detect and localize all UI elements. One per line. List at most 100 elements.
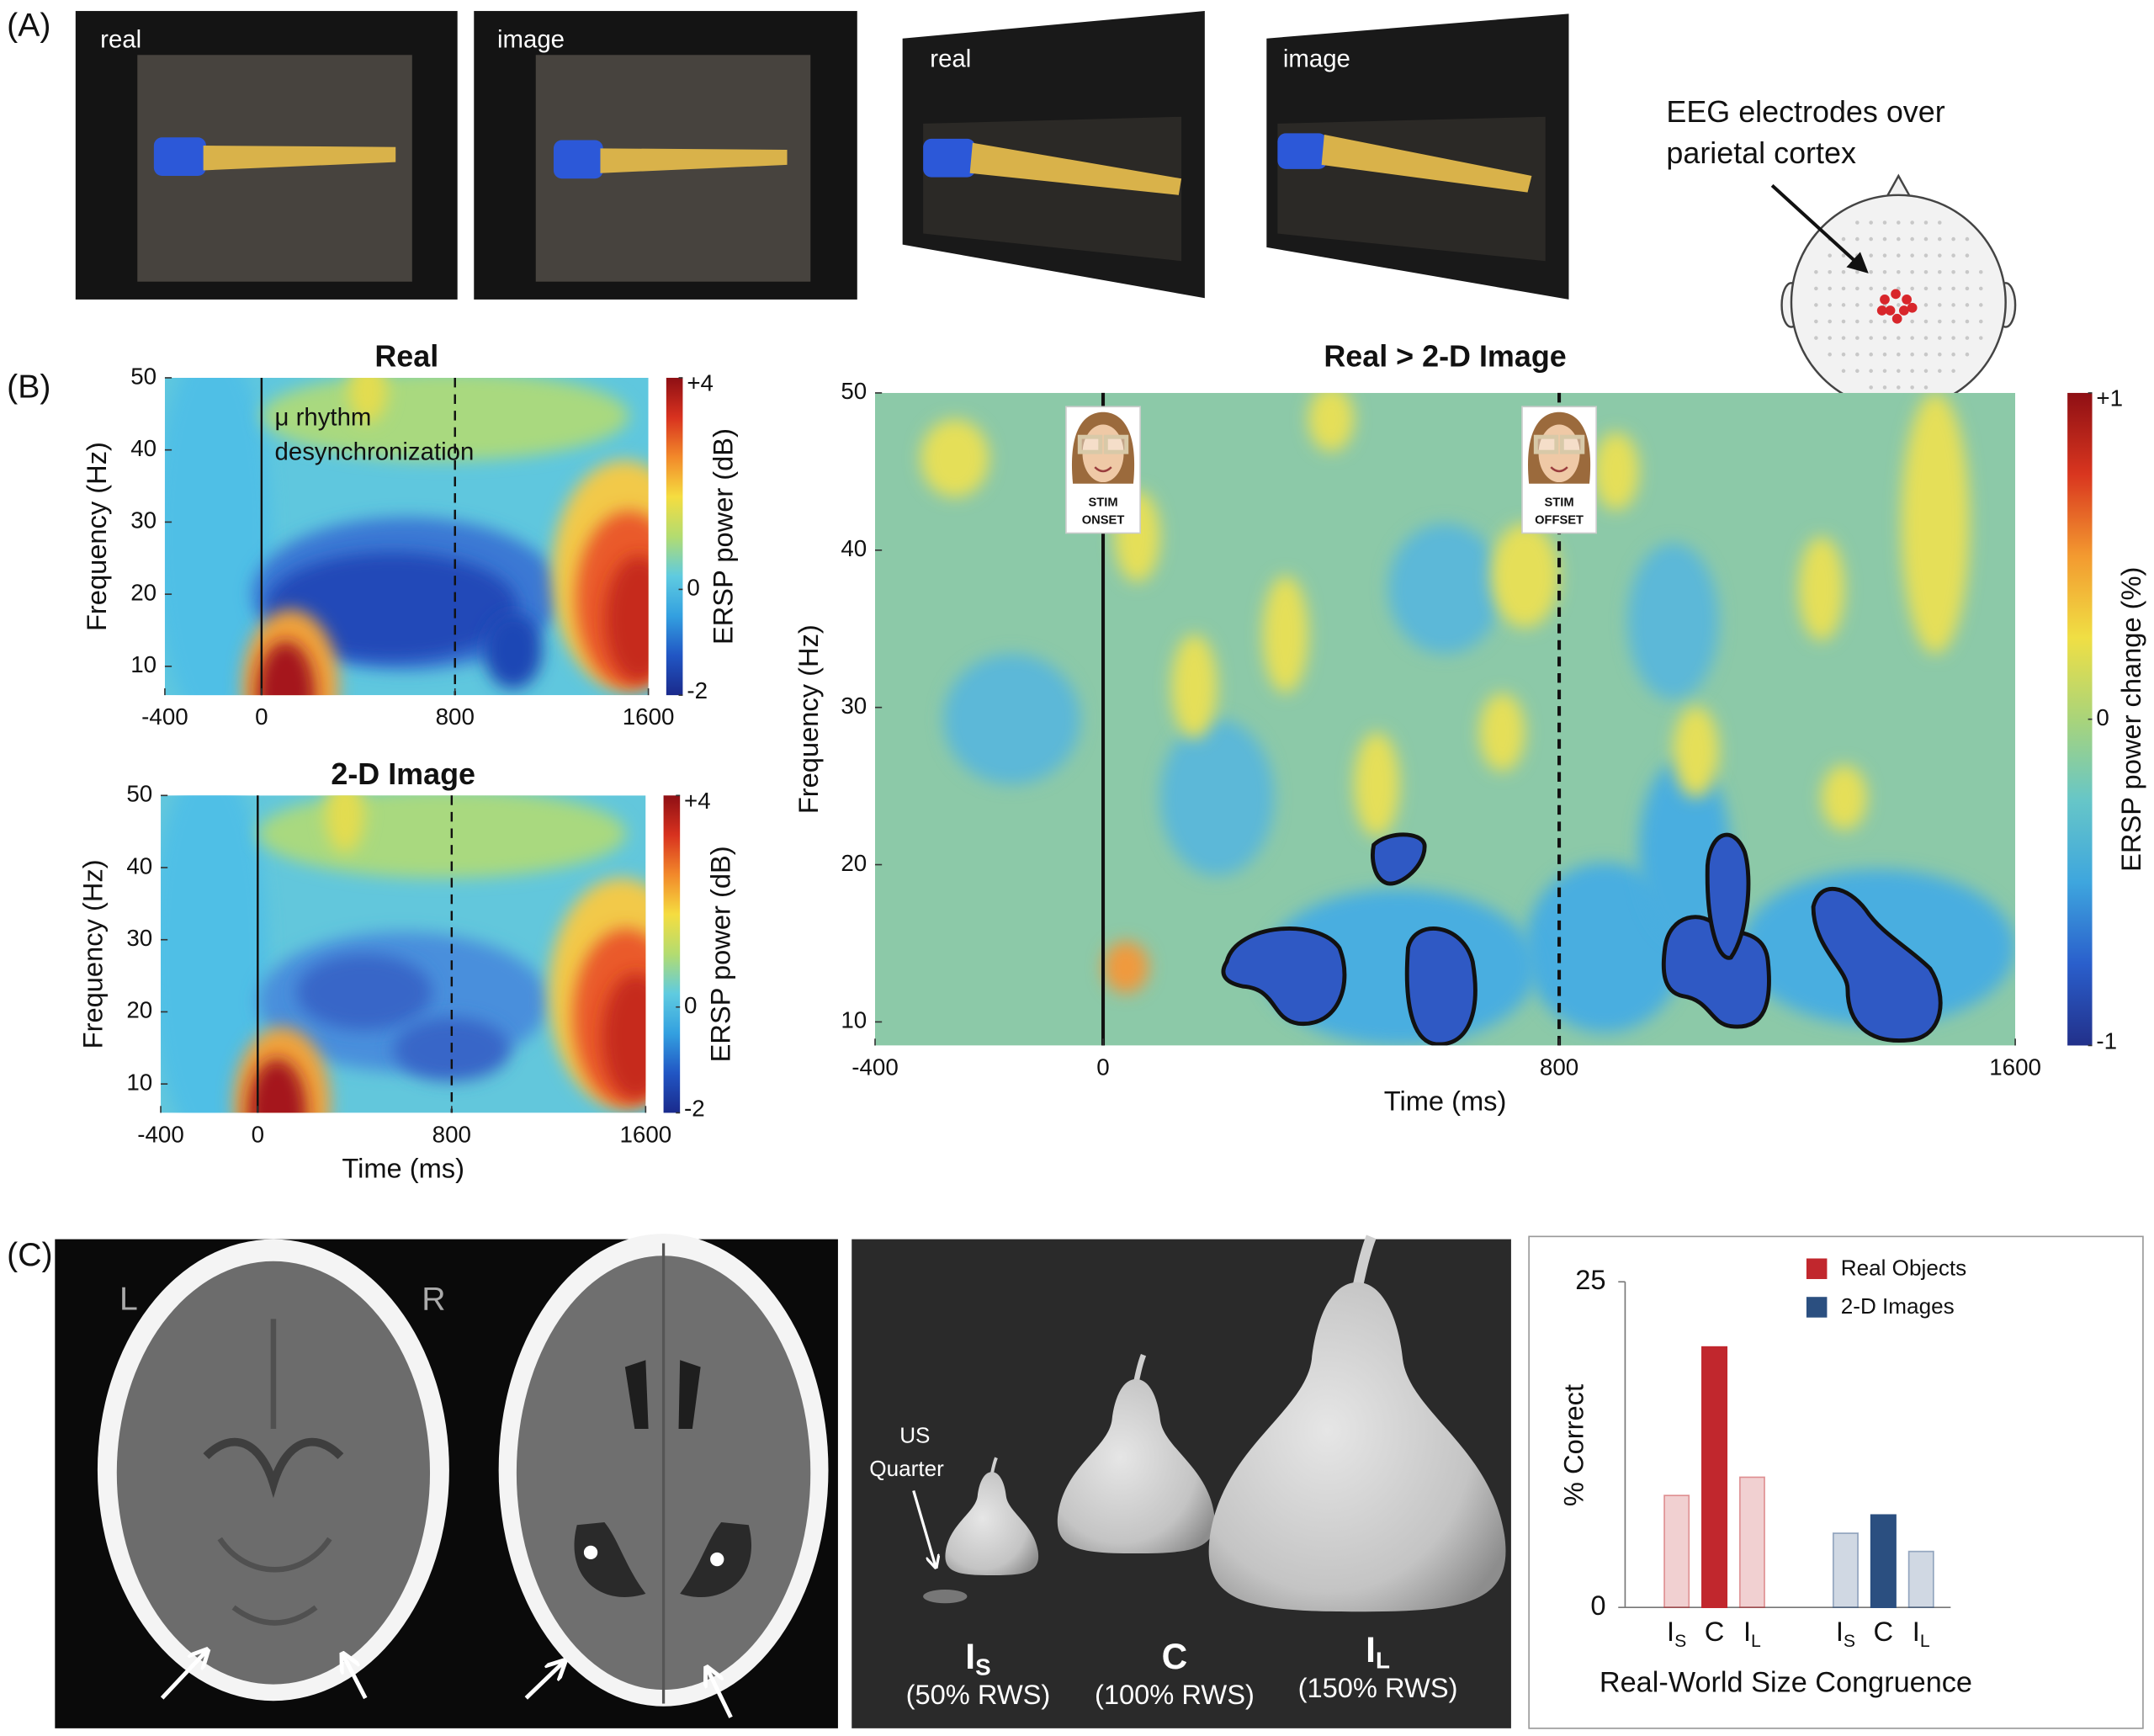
electrode-dot (1869, 369, 1873, 374)
colorbar-label: ERSP power (dB) (704, 846, 735, 1062)
x-tick-label: 0 (1096, 1054, 1109, 1080)
colorbar-tick-label: +1 (2096, 385, 2123, 411)
significant-cluster (1811, 886, 1943, 1043)
photo-label: real (100, 26, 141, 54)
x-tick-label: IL (1743, 1616, 1761, 1651)
heatmap-blob (602, 973, 646, 1101)
x-tick-label-sub: S (1674, 1632, 1686, 1651)
y-axis-label: Frequency (Hz) (81, 442, 112, 631)
electrode-dot (1923, 236, 1929, 242)
x-tick-label-main: I (1743, 1616, 1751, 1647)
y-tick-label: 20 (841, 850, 867, 876)
electrode-dot (1841, 286, 1846, 291)
mouth (1550, 466, 1568, 473)
stimulus-label: OFFSET (1535, 514, 1584, 528)
side-label: R (422, 1281, 445, 1317)
y-tick-label: 50 (126, 781, 152, 807)
bar (1870, 1514, 1897, 1609)
electrode-dot (1951, 286, 1955, 291)
electrode-dot (1882, 220, 1887, 225)
electrode-dot (1841, 336, 1846, 340)
electrode (1876, 305, 1887, 316)
electrode-dot (1938, 369, 1942, 374)
electrode-dot (1910, 352, 1914, 357)
x-tick-label: -400 (137, 1122, 184, 1148)
electrode-dot (1855, 286, 1860, 291)
photo-label: real (930, 45, 971, 73)
electrode-dot (1882, 385, 1887, 390)
x-tick-label: -400 (852, 1054, 899, 1080)
electrode-dot (1910, 369, 1914, 374)
photo-label: image (1283, 45, 1350, 73)
electrode-dot (1855, 220, 1860, 225)
y-tick-label: 20 (130, 579, 157, 605)
electrode-dot (1965, 352, 1970, 357)
electrode-dot (1965, 319, 1970, 324)
electrode-dot (1978, 269, 1983, 274)
colorbar-tick-label: 0 (687, 575, 699, 601)
heatmap-blob (1490, 523, 1560, 629)
electrode-dot (1882, 369, 1887, 374)
size-label-sub: L (1376, 1648, 1390, 1674)
y-tick-label: 10 (126, 1069, 152, 1095)
bar (1832, 1532, 1859, 1609)
photo (474, 11, 857, 300)
photo-label: image (497, 26, 565, 54)
chart-frame (1528, 1235, 2144, 1729)
heatmap-blob (247, 1059, 306, 1113)
x-tick-label-main: C (1874, 1616, 1894, 1647)
x-tick-label-main: I (1667, 1616, 1674, 1647)
electrode-dot (1841, 369, 1846, 374)
electrode-note: parietal cortex (1666, 135, 1856, 170)
y-tick-label: 20 (126, 997, 152, 1023)
x-tick-label: 1600 (623, 703, 675, 730)
heatmap (161, 795, 646, 1113)
electrode-dot (1855, 352, 1860, 357)
colorbar-label: ERSP power (dB) (708, 428, 739, 645)
electrode-dot (1938, 269, 1942, 274)
electrode-dot (1897, 352, 1901, 357)
electrode-dot (1897, 369, 1901, 374)
electrode-dot (1951, 369, 1955, 374)
heatmap-blob (484, 613, 543, 689)
significant-cluster (1221, 926, 1347, 1026)
electrode-dot (1910, 253, 1914, 257)
panel-label: (A) (7, 8, 50, 44)
electrode-dot (1828, 269, 1832, 274)
electrode-dot (1910, 385, 1914, 390)
side-label: L (119, 1281, 138, 1317)
legend-swatch (1806, 1258, 1828, 1279)
electrode-dot (1938, 336, 1942, 340)
electrode-dot (1855, 369, 1860, 374)
electrode-dot (1841, 352, 1846, 357)
bar (1738, 1476, 1765, 1609)
size-label-main: I (965, 1637, 975, 1676)
y-tick-label: 10 (841, 1007, 867, 1033)
legend-label: 2-D Images (1841, 1293, 1955, 1319)
heatmap-blob (1901, 392, 1970, 655)
heatmap-blob (1798, 536, 1844, 641)
x-tick-label-main: C (1705, 1616, 1725, 1647)
electrode-dot (1938, 352, 1942, 357)
electrode-dot (1855, 253, 1860, 257)
legend-swatch (1806, 1297, 1828, 1318)
electrode-dot (1882, 269, 1887, 274)
colorbar-label: ERSP power change (%) (2115, 567, 2146, 872)
electrode-dot (1923, 369, 1929, 374)
y-tick-label: 10 (130, 651, 157, 677)
electrode-dot (1841, 253, 1846, 257)
heatmap-blob (1171, 634, 1218, 739)
size-caption: (100% RWS) (1095, 1679, 1255, 1710)
heatmap-blob (164, 377, 272, 696)
y-tick-label: 0 (1590, 1590, 1605, 1621)
x-tick-label-sub: L (1920, 1632, 1930, 1651)
electrode-dot (1965, 286, 1970, 291)
size-label-sub: S (975, 1654, 991, 1680)
heatmap-blob (348, 377, 388, 422)
electrode-dot (1978, 336, 1983, 340)
pear (1057, 1378, 1215, 1554)
electrode-dot (1828, 286, 1832, 291)
glasses (1077, 434, 1103, 454)
photo (1266, 13, 1569, 300)
electrode-dot (1938, 303, 1942, 307)
